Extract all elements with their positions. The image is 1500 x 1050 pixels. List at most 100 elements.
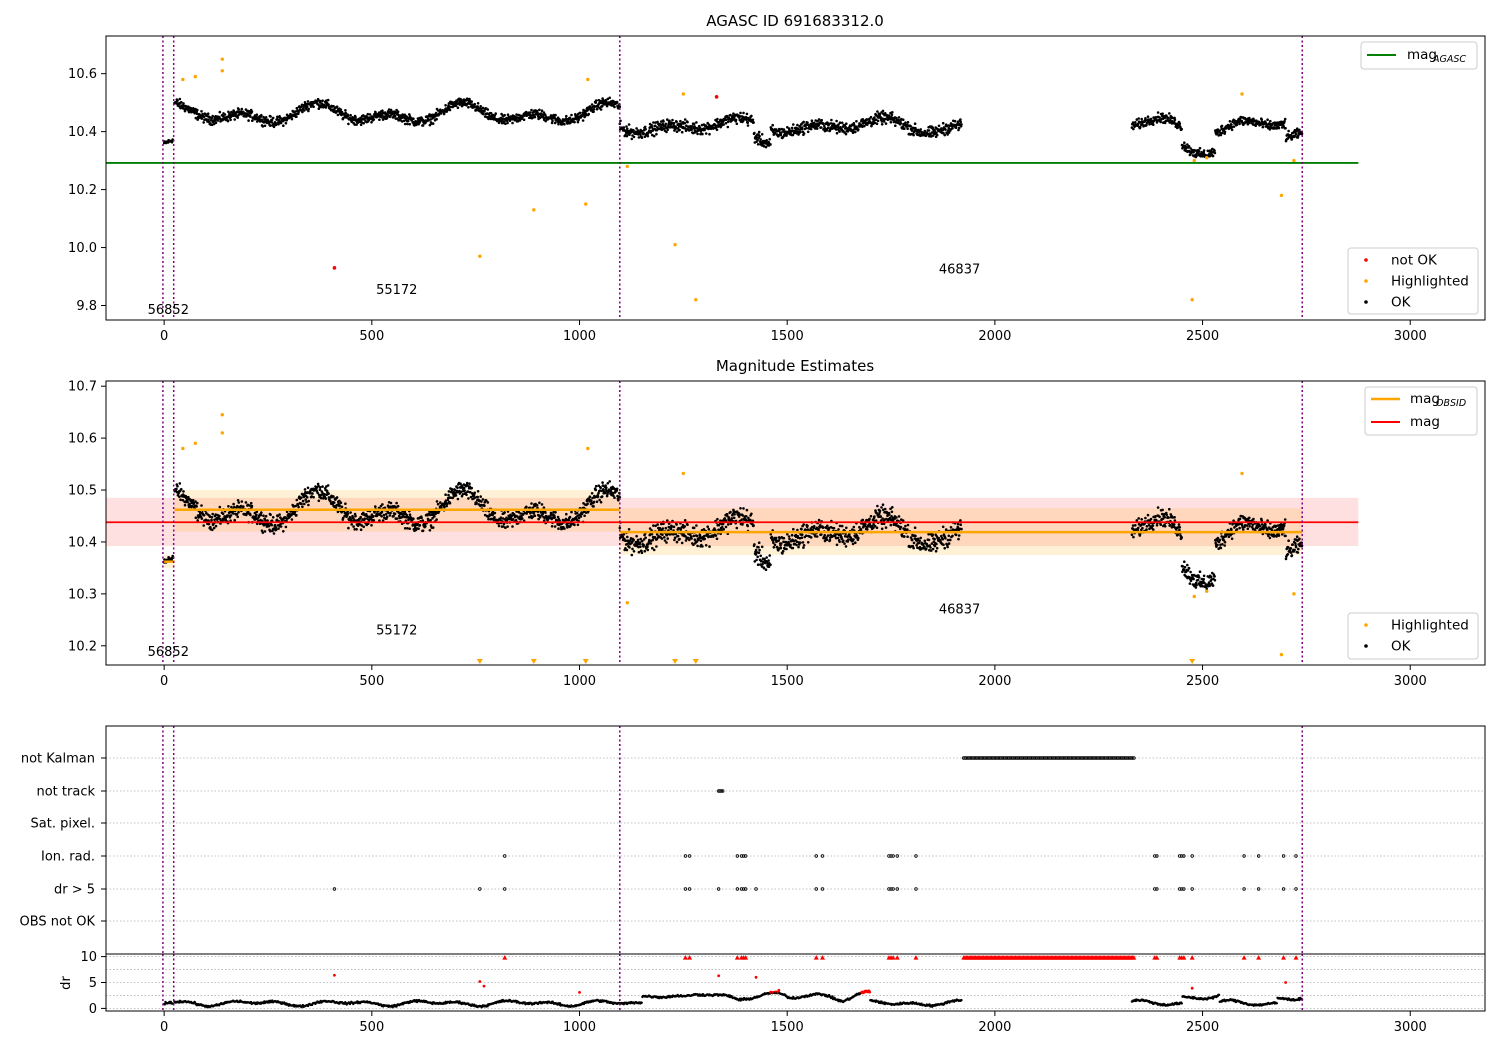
ok-point bbox=[196, 519, 199, 522]
ok-point bbox=[465, 493, 468, 497]
ok-point bbox=[176, 99, 179, 102]
ok-point bbox=[1230, 128, 1234, 132]
ok-point bbox=[587, 112, 590, 116]
ok-point bbox=[608, 96, 611, 100]
ok-point bbox=[707, 527, 711, 531]
ok-point bbox=[675, 120, 678, 124]
ok-point bbox=[211, 528, 214, 532]
ok-point bbox=[592, 500, 596, 504]
ok-point bbox=[835, 131, 839, 135]
ok-point bbox=[632, 129, 635, 132]
ok-point bbox=[1189, 570, 1192, 574]
ok-point bbox=[890, 510, 894, 514]
ok-point bbox=[557, 122, 560, 126]
ok-point bbox=[785, 547, 788, 551]
ok-point bbox=[777, 539, 780, 542]
ok-point bbox=[745, 118, 748, 122]
ok-point bbox=[1137, 117, 1140, 120]
ok-point bbox=[669, 527, 673, 531]
ok-point bbox=[769, 143, 772, 146]
ok-point bbox=[625, 134, 629, 138]
ok-point bbox=[933, 537, 936, 541]
ok-point bbox=[692, 122, 696, 126]
ok-point bbox=[760, 545, 764, 549]
ok-point bbox=[925, 547, 928, 551]
ok-point bbox=[615, 487, 619, 491]
ok-point bbox=[506, 113, 510, 116]
ok-point bbox=[359, 515, 363, 519]
ok-point bbox=[354, 514, 357, 518]
ok-point bbox=[444, 493, 447, 497]
ok-point bbox=[565, 114, 568, 118]
ok-point bbox=[756, 143, 760, 146]
ok-point bbox=[372, 515, 375, 518]
highlighted-point bbox=[625, 164, 629, 169]
ok-point bbox=[668, 119, 671, 123]
ok-point bbox=[812, 121, 816, 125]
ok-point bbox=[857, 128, 860, 131]
ok-point bbox=[575, 511, 579, 515]
ok-point bbox=[417, 527, 420, 530]
ok-point bbox=[949, 538, 952, 542]
ok-point bbox=[652, 134, 656, 138]
ok-point bbox=[506, 525, 509, 528]
ok-point bbox=[943, 133, 946, 137]
ok-point bbox=[638, 541, 642, 544]
ok-point bbox=[279, 121, 283, 125]
ok-point bbox=[649, 542, 653, 545]
ok-point bbox=[473, 102, 477, 106]
ok-point bbox=[494, 112, 498, 115]
ok-point bbox=[533, 514, 537, 518]
ok-point bbox=[480, 500, 483, 503]
ok-point bbox=[186, 500, 189, 504]
ok-point bbox=[820, 118, 823, 122]
ok-point bbox=[600, 105, 604, 108]
ok-point bbox=[651, 538, 654, 542]
ok-point bbox=[788, 537, 791, 541]
ok-point bbox=[504, 122, 507, 125]
ok-point bbox=[855, 120, 858, 123]
ok-point bbox=[540, 109, 544, 112]
ok-point bbox=[639, 133, 642, 136]
ok-point bbox=[535, 503, 539, 507]
ok-point bbox=[473, 491, 477, 495]
ok-point bbox=[820, 533, 823, 536]
ok-point bbox=[759, 554, 762, 558]
ok-point bbox=[396, 504, 400, 508]
ok-point bbox=[483, 110, 486, 113]
ok-point bbox=[913, 526, 917, 529]
ok-point bbox=[660, 128, 664, 132]
ok-point bbox=[339, 108, 343, 111]
ok-point bbox=[1159, 523, 1162, 526]
ok-point bbox=[1134, 121, 1137, 124]
ok-point bbox=[468, 482, 471, 486]
ok-point bbox=[731, 118, 734, 122]
ok-point bbox=[179, 498, 182, 502]
ok-point bbox=[655, 132, 658, 136]
ok-point bbox=[504, 526, 507, 529]
ok-point bbox=[317, 107, 321, 110]
ok-point bbox=[532, 512, 536, 515]
ok-point bbox=[570, 113, 573, 117]
ok-point bbox=[701, 545, 704, 548]
ok-point bbox=[627, 123, 631, 126]
ok-point bbox=[515, 113, 518, 116]
ok-point bbox=[1183, 141, 1186, 144]
ok-point bbox=[538, 108, 541, 112]
ok-point bbox=[815, 127, 819, 130]
ok-point bbox=[340, 110, 344, 114]
ok-point bbox=[650, 533, 654, 536]
ok-point bbox=[318, 488, 322, 492]
legend-marker bbox=[1364, 300, 1368, 304]
ok-point bbox=[326, 98, 330, 102]
ok-point bbox=[327, 492, 330, 495]
y-tick-label: 9.8 bbox=[76, 299, 97, 314]
legend-marker bbox=[1364, 258, 1368, 262]
ok-point bbox=[1130, 533, 1134, 536]
highlighted-point bbox=[478, 254, 482, 258]
ok-point bbox=[372, 118, 376, 121]
ok-point bbox=[544, 511, 547, 514]
ok-point bbox=[707, 127, 711, 130]
ok-point bbox=[267, 121, 271, 124]
ok-point bbox=[412, 117, 415, 120]
